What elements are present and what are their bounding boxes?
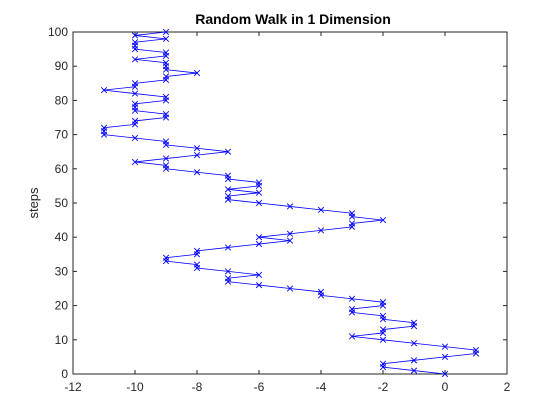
data-point-marker	[255, 179, 263, 186]
data-point-marker	[441, 370, 449, 378]
x-tick-label: -2	[378, 380, 389, 394]
y-tick-label: 50	[55, 196, 69, 210]
data-point-marker	[193, 261, 201, 268]
data-point-marker	[131, 32, 139, 39]
y-tick-label: 70	[55, 128, 69, 142]
chart-title: Random Walk in 1 Dimension	[195, 11, 391, 27]
data-point-marker	[286, 237, 294, 244]
data-point-marker	[162, 110, 170, 118]
y-tick-label: 30	[55, 264, 69, 278]
data-point-marker	[162, 73, 170, 80]
data-point-marker	[100, 124, 108, 131]
axes-box	[72, 31, 508, 375]
y-tick-label: 20	[55, 299, 69, 313]
y-tick-label: 10	[55, 333, 69, 347]
data-point-marker	[317, 227, 325, 234]
data-point-marker	[224, 172, 232, 179]
data-point-marker	[131, 90, 139, 97]
data-point-marker	[162, 138, 170, 145]
data-point-marker	[193, 247, 201, 254]
y-tick-label: 0	[61, 367, 68, 381]
data-point-marker	[286, 230, 294, 237]
data-point-marker	[255, 199, 263, 207]
data-point-marker	[379, 360, 387, 367]
data-point-marker	[131, 39, 139, 46]
data-point-marker	[255, 234, 263, 241]
x-tick-label: -6	[254, 380, 265, 394]
data-point-marker	[162, 35, 170, 42]
y-axis-label: steps	[26, 187, 41, 219]
data-point-marker	[348, 220, 356, 227]
data-point-marker	[410, 357, 418, 364]
data-point-marker	[410, 367, 418, 374]
data-point-marker	[162, 59, 170, 66]
data-point-marker	[255, 189, 263, 196]
data-point-marker	[131, 158, 139, 166]
data-point-marker	[224, 148, 232, 155]
data-point-marker	[100, 87, 108, 94]
data-point-marker	[348, 210, 356, 217]
data-point-marker	[131, 117, 139, 125]
data-point-marker	[162, 155, 170, 162]
data-point-marker	[286, 203, 294, 210]
data-point-marker	[379, 299, 387, 306]
data-point-marker	[224, 275, 232, 282]
data-point-marker	[317, 288, 325, 296]
y-tick-label: 90	[55, 59, 69, 73]
y-tick-label: 40	[55, 230, 69, 244]
data-point-marker	[193, 69, 201, 77]
data-point-marker	[162, 254, 170, 261]
x-tick-label: 2	[504, 380, 511, 394]
data-point-marker	[317, 206, 325, 213]
data-point-marker	[410, 340, 418, 347]
y-tick-label: 80	[55, 93, 69, 107]
data-point-marker	[162, 93, 170, 101]
x-tick-label: -4	[316, 380, 327, 394]
data-point-marker	[348, 333, 356, 340]
data-point-marker	[348, 295, 356, 302]
y-tick-label: 100	[48, 25, 68, 39]
data-point-marker	[255, 240, 263, 248]
data-point-marker	[224, 186, 232, 193]
x-tick-label: -10	[126, 380, 144, 394]
data-point-marker	[131, 80, 139, 87]
data-point-marker	[441, 353, 449, 361]
data-point-marker	[255, 271, 263, 278]
data-point-marker	[348, 305, 356, 313]
data-point-marker	[131, 134, 139, 142]
data-point-marker	[224, 244, 232, 251]
data-point-marker	[255, 281, 263, 289]
data-point-marker	[193, 152, 201, 159]
data-point-marker	[162, 28, 170, 36]
data-point-marker	[379, 336, 387, 343]
data-point-marker	[162, 49, 170, 56]
data-point-marker	[131, 100, 139, 107]
data-point-marker	[224, 268, 232, 275]
x-tick-label: -12	[64, 380, 82, 394]
data-point-marker	[410, 319, 418, 326]
data-point-marker	[379, 312, 387, 319]
data-point-marker	[131, 56, 139, 63]
data-point-marker	[224, 193, 232, 200]
y-tick-label: 60	[55, 162, 69, 176]
data-point-marker	[286, 285, 294, 292]
data-point-marker	[162, 162, 170, 169]
data-point-marker	[472, 346, 480, 354]
data-point-marker	[379, 216, 387, 224]
data-point-marker	[441, 343, 449, 350]
data-point-marker	[193, 145, 201, 152]
data-point-marker	[379, 326, 387, 333]
x-tick-label: 0	[442, 380, 449, 394]
data-point-marker	[193, 169, 201, 176]
x-tick-label: -8	[192, 380, 203, 394]
